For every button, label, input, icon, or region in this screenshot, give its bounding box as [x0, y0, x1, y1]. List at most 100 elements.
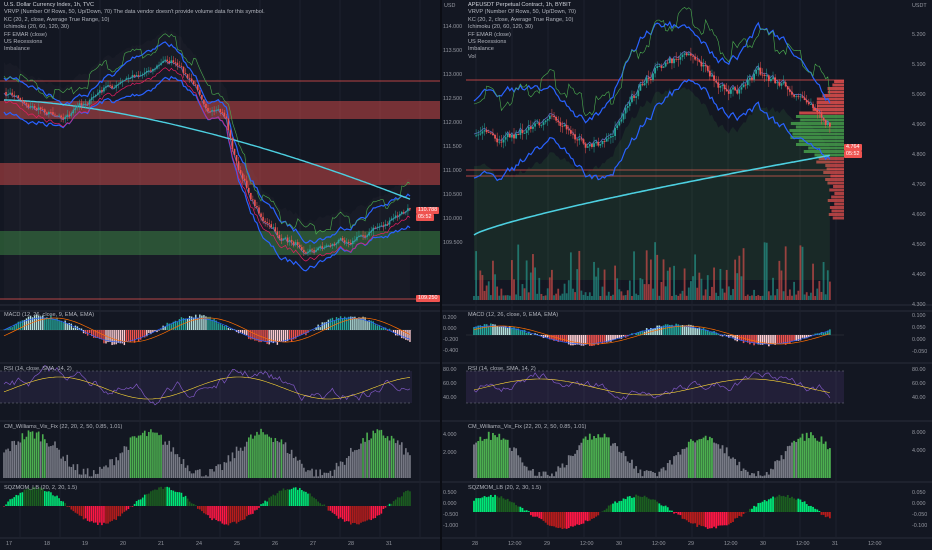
- left-candle-body: [150, 70, 152, 72]
- right-macd-histogram-bar: [759, 335, 762, 345]
- left-vix-bar: [60, 458, 62, 478]
- right-vix-bar: [675, 455, 678, 478]
- left-sqz-label[interactable]: SQZMOM_LB (20, 2, 20, 1.5): [4, 485, 78, 491]
- right-vix-bar: [620, 452, 623, 478]
- left-macd-histogram-bar: [356, 318, 358, 330]
- left-legend-ichimoku[interactable]: Ichimoku (20, 60, 120, 30): [4, 24, 69, 31]
- left-candle-body: [233, 149, 236, 156]
- right-volume-bar: [521, 284, 524, 300]
- left-candle-body: [44, 109, 46, 113]
- right-legend-vol[interactable]: Vol: [468, 53, 476, 60]
- right-volume-bar: [578, 250, 581, 300]
- left-vix-bar: [86, 468, 89, 478]
- right-candle-body: [753, 73, 755, 80]
- right-sqz-bar: [662, 506, 665, 512]
- right-candle-body: [523, 133, 526, 134]
- right-volume-bar: [591, 295, 593, 300]
- right-sqz-bar: [788, 497, 791, 512]
- right-volume-bar: [563, 283, 566, 300]
- right-sqz-bar: [483, 496, 486, 512]
- left-legend-ffemar[interactable]: FF EMAR (close): [4, 31, 47, 38]
- right-legend-ichimoku[interactable]: Ichimoku (20, 60, 120, 30): [468, 24, 533, 31]
- right-sqz-bar: [645, 497, 648, 512]
- right-vix-bar: [748, 475, 751, 478]
- right-price-axis-label: 4.300: [912, 302, 926, 308]
- left-vix-bar: [248, 437, 250, 478]
- right-legend-imbalance[interactable]: Imbalance: [468, 46, 494, 53]
- left-chart-pane[interactable]: U.S. Dollar Currency Index, 1h, TVC VRVP…: [0, 0, 440, 550]
- right-candle-body: [504, 137, 507, 140]
- right-rsi-label[interactable]: RSI (14, close, SMA, 14, 2): [468, 366, 536, 372]
- right-macd-histogram-bar: [803, 335, 806, 339]
- right-candle-body: [574, 134, 576, 140]
- left-legend-vrvp[interactable]: VRVP (Number Of Rows, 50, Up/Down, 70) T…: [4, 9, 265, 16]
- left-legend-recessions[interactable]: US Recessions: [4, 39, 43, 46]
- right-sqz-bar: [786, 495, 789, 512]
- right-candle-body: [572, 133, 574, 135]
- right-vix-bar: [763, 475, 766, 478]
- left-candle-body: [46, 112, 48, 115]
- right-vix-right-axis-label: 8.000: [912, 430, 926, 436]
- left-macd-histogram-bar: [256, 330, 258, 341]
- right-sqz-bar: [548, 512, 551, 526]
- right-volume-bar: [546, 288, 549, 300]
- right-sqz-label[interactable]: SQZMOM_LB (20, 2, 30, 1.5): [468, 485, 542, 491]
- left-macd-histogram-bar: [207, 316, 209, 330]
- left-rsi-label[interactable]: RSI (14, close, SMA, 14, 2): [4, 366, 72, 372]
- left-sqz-bar: [103, 506, 105, 523]
- left-candle-body: [129, 77, 132, 79]
- left-vix-bar: [125, 446, 128, 478]
- right-volume-bar: [679, 293, 682, 300]
- right-legend-ffemar[interactable]: FF EMAR (close): [468, 31, 511, 38]
- left-candle-body: [250, 192, 252, 200]
- right-vix-bar: [532, 468, 534, 478]
- right-volume-profile-bar: [816, 160, 844, 164]
- left-vix-bar: [292, 458, 295, 478]
- right-macd-label[interactable]: MACD (12, 26, close, 9, EMA, EMA): [468, 312, 559, 318]
- right-candle-body: [639, 84, 642, 91]
- right-macd-left-axis-label: 0.000: [443, 326, 457, 332]
- left-sqz-bar: [241, 506, 244, 521]
- left-candle-body: [264, 220, 266, 223]
- left-legend-imbalance[interactable]: Imbalance: [4, 46, 30, 53]
- right-volume-bar: [618, 289, 621, 300]
- left-macd-histogram-bar: [158, 330, 160, 331]
- right-vix-label[interactable]: CM_Williams_Vix_Fix (22, 20, 2, 50, 0.85…: [468, 424, 587, 430]
- right-macd-histogram-bar: [603, 335, 606, 343]
- left-macd-histogram-bar: [221, 324, 223, 330]
- left-vix-bar: [339, 461, 342, 478]
- left-symbol-title[interactable]: U.S. Dollar Currency Index, 1h, TVC: [4, 2, 95, 8]
- right-legend-kc[interactable]: KC (20, 2, close, Average True Range, 10…: [468, 16, 574, 23]
- right-chart-canvas[interactable]: [442, 0, 932, 550]
- left-legend-kc[interactable]: KC (20, 2, close, Average True Range, 10…: [4, 16, 110, 23]
- pane-divider[interactable]: [440, 0, 442, 550]
- right-candle-body: [786, 86, 789, 90]
- left-candle-body: [62, 117, 64, 119]
- right-volume-bar: [734, 259, 737, 300]
- left-candle-body: [221, 112, 224, 113]
- left-candle-body: [380, 225, 383, 227]
- left-candle-body: [107, 84, 109, 87]
- right-legend-vrvp[interactable]: VRVP (Number Of Rows, 50, Up/Down, 70): [468, 9, 576, 16]
- right-sqz-bar: [586, 512, 589, 522]
- right-sqz-bar: [765, 501, 768, 512]
- right-candle-body: [603, 141, 606, 142]
- left-vix-bar: [41, 434, 44, 478]
- left-vix-label[interactable]: CM_Williams_Vix_Fix (22, 20, 2, 50, 0.85…: [4, 424, 123, 430]
- left-macd-label[interactable]: MACD (12, 26, close, 9, EMA, EMA): [4, 312, 95, 318]
- right-candle-body: [784, 82, 787, 87]
- left-candle-body: [284, 237, 287, 239]
- right-volume-bar: [641, 279, 644, 300]
- right-candle-body: [694, 56, 697, 60]
- right-volume-bar: [588, 292, 591, 300]
- right-symbol-title[interactable]: APEUSDT Perpetual Contract, 1h, BYBIT: [468, 2, 572, 8]
- left-macd-histogram-bar: [350, 316, 352, 330]
- right-legend-recessions[interactable]: US Recessions: [468, 39, 507, 46]
- left-chart-canvas[interactable]: [0, 0, 440, 550]
- right-candle-body: [772, 77, 774, 79]
- right-chart-pane[interactable]: USD USDT APEUSDT Perpetual Contract, 1h,…: [442, 0, 932, 550]
- right-candle-body: [673, 58, 675, 64]
- left-sqz-bar: [125, 506, 128, 511]
- right-volume-bar: [595, 276, 598, 300]
- left-vix-bar: [70, 466, 73, 478]
